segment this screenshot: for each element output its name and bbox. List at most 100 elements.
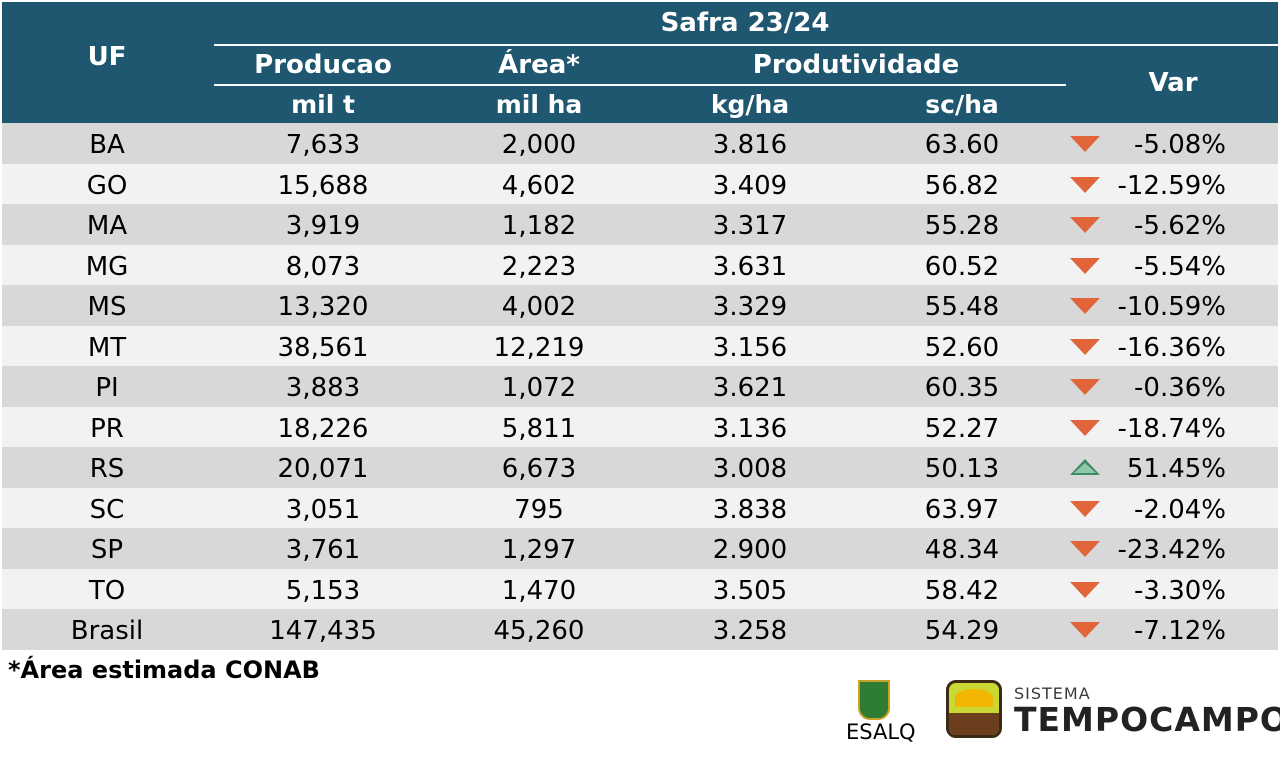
unit-kg-ha: kg/ha xyxy=(710,90,790,119)
cell-producao: 3,919 xyxy=(285,211,361,241)
cell-producao: 8,073 xyxy=(285,251,361,282)
cell-area: 1,072 xyxy=(501,373,577,403)
table-row: MG 8,073 2,223 3.631 60.52 -5.54% xyxy=(2,244,1278,285)
var-value: -5.62% xyxy=(1134,211,1226,241)
cell-uf: TO xyxy=(88,575,126,606)
table-header: Safra 23/24 UF Producao Área* Produtivid… xyxy=(2,2,1278,123)
cell-sc-ha: 50.13 xyxy=(924,454,1000,484)
cell-var: -10.59% xyxy=(1068,285,1278,326)
cell-sc-ha: 52.27 xyxy=(924,413,1000,444)
table-row: MS 13,320 4,002 3.329 55.48 -10.59% xyxy=(2,285,1278,326)
cell-area: 45,260 xyxy=(493,616,585,646)
cell-sc-ha: 60.35 xyxy=(924,373,1000,403)
table-row: MA 3,919 1,182 3.317 55.28 -5.62% xyxy=(2,204,1278,245)
triangle-down-icon xyxy=(1070,622,1100,638)
var-value: -7.12% xyxy=(1134,616,1226,646)
esalq-shield-icon xyxy=(858,680,890,720)
cell-var: -18.74% xyxy=(1068,407,1278,448)
cell-var: -16.36% xyxy=(1068,326,1278,367)
header-divider-top xyxy=(214,44,1278,46)
esalq-logo-text: ESALQ xyxy=(846,720,916,744)
cell-kg-ha: 3.631 xyxy=(712,251,788,282)
var-value: -23.42% xyxy=(1117,535,1226,565)
cell-area: 1,470 xyxy=(501,575,577,606)
cell-area: 4,602 xyxy=(501,170,577,201)
cell-uf: MG xyxy=(85,251,129,282)
cell-kg-ha: 3.317 xyxy=(712,211,788,241)
table-row: PI 3,883 1,072 3.621 60.35 -0.36% xyxy=(2,366,1278,407)
cell-uf: RS xyxy=(89,454,125,484)
cell-producao: 3,883 xyxy=(285,373,361,403)
cell-uf: MS xyxy=(87,292,127,322)
cell-uf: PI xyxy=(95,373,119,403)
cell-kg-ha: 3.838 xyxy=(712,494,788,525)
triangle-down-icon xyxy=(1070,217,1100,233)
var-value: -18.74% xyxy=(1117,413,1226,444)
cell-var: -5.62% xyxy=(1068,204,1278,245)
triangle-down-icon xyxy=(1070,500,1100,517)
cell-kg-ha: 3.329 xyxy=(712,292,788,322)
cell-uf: Brasil xyxy=(70,616,144,646)
unit-area: mil ha xyxy=(495,90,583,119)
header-producao: Producao xyxy=(254,50,392,80)
cell-kg-ha: 3.409 xyxy=(712,170,788,201)
header-area: Área* xyxy=(498,50,580,80)
cell-sc-ha: 63.97 xyxy=(924,494,1000,525)
cell-uf: SP xyxy=(90,535,124,565)
cell-producao: 7,633 xyxy=(285,130,361,160)
header-divider-mid xyxy=(214,84,1066,86)
cell-area: 5,811 xyxy=(501,413,577,444)
cell-var: -12.59% xyxy=(1068,164,1278,205)
footnote: *Área estimada CONAB xyxy=(8,656,320,684)
var-value: -3.30% xyxy=(1134,575,1226,606)
cell-area: 4,002 xyxy=(501,292,577,322)
tempocampo-name-text: TEMPOCAMPO xyxy=(1014,700,1280,739)
cell-producao: 15,688 xyxy=(277,170,369,201)
triangle-down-icon xyxy=(1070,541,1100,557)
table-row: PR 18,226 5,811 3.136 52.27 -18.74% xyxy=(2,406,1278,448)
var-value: -0.36% xyxy=(1134,373,1226,403)
cell-var: -5.08% xyxy=(1068,123,1278,164)
cell-kg-ha: 2.900 xyxy=(712,535,788,565)
cell-sc-ha: 60.52 xyxy=(924,251,1000,282)
tempocampo-sistema-text: SISTEMA xyxy=(1014,684,1091,703)
cell-uf: BA xyxy=(89,130,125,160)
unit-producao: mil t xyxy=(291,90,355,119)
esalq-logo: ESALQ xyxy=(846,680,926,744)
triangle-down-icon xyxy=(1070,298,1100,314)
cell-var: -0.36% xyxy=(1068,366,1278,407)
triangle-down-icon xyxy=(1070,379,1100,395)
cell-area: 1,297 xyxy=(501,535,577,565)
cell-area: 795 xyxy=(514,494,564,525)
cell-producao: 3,051 xyxy=(285,494,361,525)
header-uf: UF xyxy=(87,42,127,72)
table-row: TO 5,153 1,470 3.505 58.42 -3.30% xyxy=(2,568,1278,610)
triangle-up-icon xyxy=(1070,459,1100,475)
triangle-down-icon xyxy=(1070,257,1100,274)
var-value: -5.54% xyxy=(1134,251,1226,282)
table-row: SC 3,051 795 3.838 63.97 -2.04% xyxy=(2,487,1278,528)
table-row: MT 38,561 12,219 3.156 52.60 -16.36% xyxy=(2,325,1278,367)
cell-producao: 3,761 xyxy=(285,535,361,565)
cell-kg-ha: 3.621 xyxy=(712,373,788,403)
var-value: -2.04% xyxy=(1134,494,1226,525)
cell-kg-ha: 3.258 xyxy=(712,616,788,646)
cell-kg-ha: 3.136 xyxy=(712,413,788,444)
var-value: -12.59% xyxy=(1117,170,1226,201)
cell-area: 2,223 xyxy=(501,251,577,282)
unit-sc-ha: sc/ha xyxy=(925,90,999,119)
cell-kg-ha: 3.008 xyxy=(712,454,788,484)
var-value: 51.45% xyxy=(1126,454,1226,484)
cell-area: 2,000 xyxy=(501,130,577,160)
cell-producao: 38,561 xyxy=(277,332,369,363)
cell-sc-ha: 58.42 xyxy=(924,575,1000,606)
cell-producao: 18,226 xyxy=(277,413,369,444)
cell-uf: GO xyxy=(86,170,128,201)
header-safra: Safra 23/24 xyxy=(660,8,830,38)
triangle-down-icon xyxy=(1070,136,1100,152)
cell-area: 12,219 xyxy=(493,332,585,363)
cell-var: -3.30% xyxy=(1068,569,1278,610)
tempocampo-logo: SISTEMA TEMPOCAMPO xyxy=(946,680,1280,742)
var-value: -5.08% xyxy=(1134,130,1226,160)
cell-sc-ha: 52.60 xyxy=(924,332,1000,363)
